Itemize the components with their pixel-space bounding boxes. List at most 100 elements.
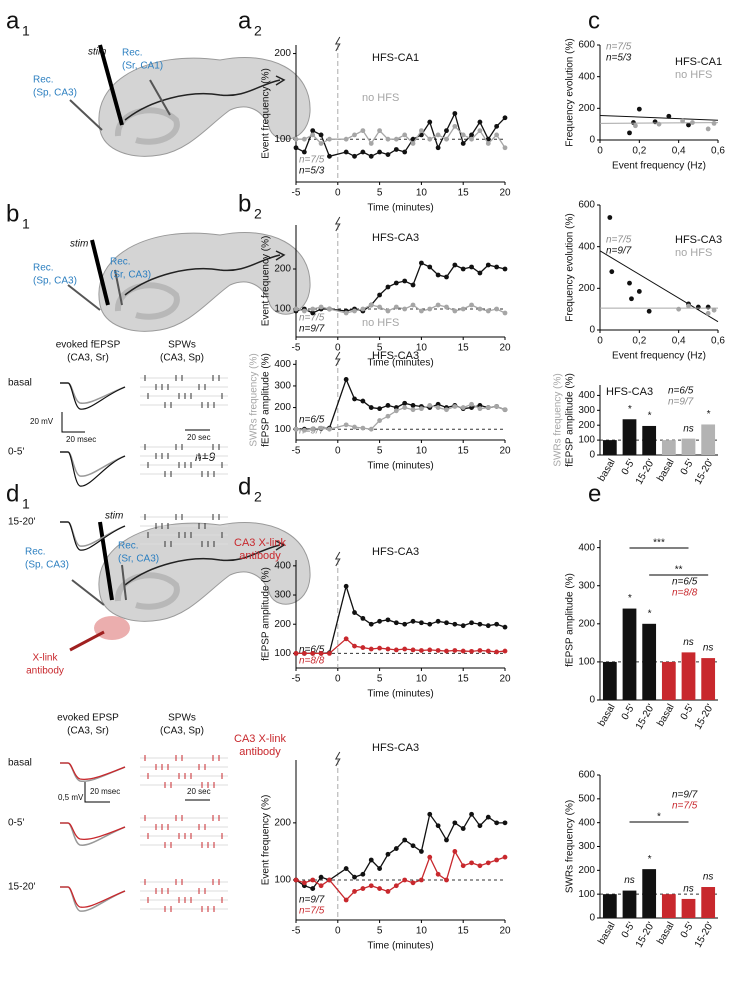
data-point	[293, 426, 299, 432]
trace	[60, 886, 126, 912]
bar	[622, 419, 637, 455]
trace	[60, 521, 126, 551]
data-point	[377, 645, 382, 651]
x-tick-label: 0	[335, 188, 341, 199]
scale-bar	[61, 412, 85, 433]
data-point	[419, 128, 424, 134]
x-axis-label: Time (minutes)	[367, 203, 433, 214]
data-point	[385, 646, 391, 652]
x-tick-label: 0	[597, 336, 603, 347]
panel-sub: 2	[254, 489, 262, 505]
rec-electrode	[149, 79, 171, 116]
x-axis-label: Event frequency (Hz)	[612, 351, 706, 362]
data-point	[301, 651, 307, 656]
stim-electrode	[98, 521, 114, 601]
hippocampus	[99, 232, 310, 331]
data-point	[385, 152, 391, 158]
data-point	[385, 136, 391, 142]
data-point	[310, 306, 316, 312]
bar	[642, 869, 657, 918]
data-point	[477, 306, 483, 312]
rec-electrode	[69, 99, 103, 131]
trace	[60, 762, 126, 781]
antibody-label: X-link	[32, 653, 58, 664]
data-point	[410, 302, 416, 308]
n-label: n=7/5	[672, 801, 698, 812]
n-label: n=6/5	[299, 415, 325, 426]
data-point	[419, 620, 424, 626]
trace-title: SPWs	[168, 713, 196, 724]
data-point	[293, 136, 299, 142]
y-axis-label-2: SWRs frequency (%)	[249, 353, 260, 446]
y-tick-label: 600	[578, 770, 595, 781]
data-point	[410, 282, 416, 288]
stim-electrode	[90, 239, 110, 306]
n-label: n=9/7	[299, 895, 325, 906]
rec-label: Rec.	[33, 263, 54, 274]
data-point	[452, 820, 458, 826]
data-point	[469, 401, 474, 407]
bracket-label: **	[675, 565, 683, 576]
data-point	[352, 610, 357, 615]
data-point	[452, 262, 458, 268]
x-tick-label: 15-20'	[693, 702, 716, 731]
data-point	[686, 303, 691, 309]
y-tick-label: 200	[274, 619, 291, 630]
x-tick-label: 5	[377, 343, 383, 354]
data-point	[460, 863, 466, 869]
stim-icon	[334, 751, 341, 767]
data-point	[385, 413, 391, 419]
data-point	[646, 308, 652, 314]
data-point	[444, 407, 449, 413]
trace	[60, 822, 126, 846]
x-tick-label: 0	[335, 926, 341, 937]
n-label: n=5/3	[299, 166, 325, 177]
data-point	[410, 880, 416, 886]
y-tick-label: 0	[589, 325, 595, 336]
data-point	[377, 149, 382, 155]
data-point	[318, 651, 324, 656]
data-point	[402, 877, 408, 883]
data-point	[293, 145, 299, 151]
data-point	[460, 306, 466, 312]
x-tick-label: basal	[596, 457, 617, 483]
x-tick-label: 10	[416, 188, 428, 199]
x-tick-label: 20	[499, 343, 511, 354]
antibody-electrode	[69, 630, 105, 652]
data-point	[402, 837, 408, 843]
data-point	[427, 621, 433, 627]
bar	[642, 623, 657, 700]
y-axis-label-2: SWRs frequency (%)	[553, 373, 564, 466]
significance: ns	[683, 423, 694, 434]
data-point	[343, 149, 349, 155]
rec-label: (Sp, CA3)	[33, 276, 77, 287]
n-label: n=7/5	[606, 235, 632, 246]
data-point	[477, 406, 483, 412]
y-tick-label: 600	[578, 200, 595, 211]
rec-label: Rec.	[25, 547, 46, 558]
x-tick-label: 0,6	[711, 336, 725, 347]
data-point	[343, 422, 349, 428]
data-point	[360, 871, 366, 877]
data-point	[452, 648, 458, 653]
data-point	[360, 398, 366, 404]
data-point	[360, 128, 366, 134]
data-point	[444, 128, 449, 134]
x-axis-label: Time (minutes)	[367, 461, 433, 472]
data-point	[360, 149, 366, 155]
bar	[622, 608, 637, 700]
x-tick-label: basal	[655, 920, 676, 946]
data-point	[485, 405, 491, 410]
data-point	[377, 866, 382, 871]
y-tick-label: 200	[578, 283, 595, 294]
trace-title: (CA3, Sp)	[160, 726, 204, 737]
data-point	[343, 136, 349, 142]
data-point	[444, 136, 449, 142]
data-point	[477, 648, 483, 653]
trace-title: SPWs	[168, 340, 196, 351]
series-line	[295, 849, 506, 901]
y-axis-label: Frequency evolution (%)	[565, 213, 576, 321]
y-axis-label: Event frequency (%)	[261, 236, 272, 327]
data-point	[494, 857, 500, 863]
data-point	[494, 306, 500, 312]
